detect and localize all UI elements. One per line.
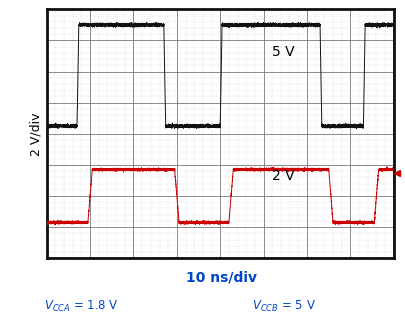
Text: $\mathit{V}_{CCB}$ = 5 V: $\mathit{V}_{CCB}$ = 5 V: [252, 299, 315, 313]
Text: 5 V: 5 V: [272, 45, 294, 59]
Text: 2 V: 2 V: [272, 169, 294, 183]
Text: $\mathit{V}_{CCA}$ = 1.8 V: $\mathit{V}_{CCA}$ = 1.8 V: [44, 299, 118, 313]
Text: 10 ns/div: 10 ns/div: [185, 271, 256, 285]
Y-axis label: 2 V/div: 2 V/div: [30, 112, 43, 156]
